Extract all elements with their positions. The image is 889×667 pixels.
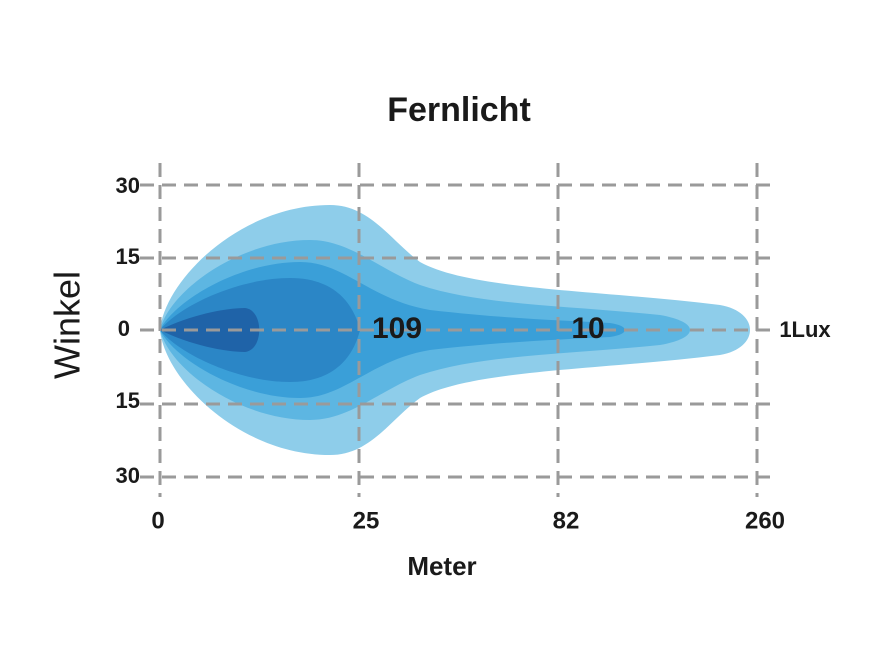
- title: Fernlicht: [387, 91, 531, 129]
- grid: [140, 163, 770, 497]
- y-tick-label: 15: [116, 388, 140, 413]
- y-tick-label: 15: [116, 244, 140, 269]
- x-tick-label: 25: [353, 507, 380, 534]
- x-tick-label: 82: [553, 507, 580, 534]
- y-tick-label: 30: [116, 173, 140, 198]
- annotation: 10: [571, 312, 604, 345]
- annotation: 109: [372, 312, 422, 345]
- y-tick-label: 0: [118, 316, 130, 341]
- x-tick-label: 260: [745, 507, 785, 534]
- x-axis-label: Meter: [407, 551, 476, 581]
- y-tick-label: 30: [116, 463, 140, 488]
- x-tick-label: 0: [151, 507, 164, 534]
- annotation: 1Lux: [779, 317, 831, 342]
- y-axis-label: Winkel: [47, 271, 88, 379]
